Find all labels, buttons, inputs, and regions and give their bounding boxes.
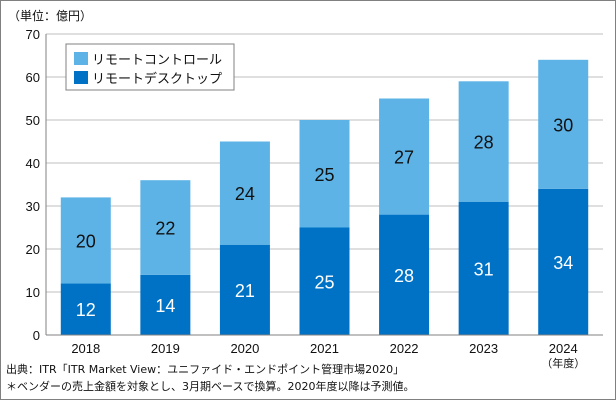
data-label: 30: [553, 115, 573, 135]
y-tick-label: 70: [26, 27, 40, 42]
bar-segment: [219, 244, 270, 335]
bar-segment: [379, 214, 430, 335]
footnote: ＊ベンダーの売上金額を対象とし、3月期ベースで換算。2020年度以降は予測値。: [6, 380, 415, 393]
bar-segment: [299, 120, 350, 228]
x-axis-unit-label: （年度）: [541, 356, 585, 370]
bar-segment: [458, 201, 509, 335]
data-label: 27: [394, 148, 414, 168]
bar-segment: [379, 98, 430, 215]
bar-segment: [219, 141, 270, 245]
y-tick-label: 60: [26, 70, 40, 85]
data-label: 25: [314, 165, 334, 185]
y-axis: 0 10 20 30 40 50 60 70: [26, 27, 603, 343]
bar-segment: [140, 180, 191, 275]
bar-segment: [60, 197, 111, 284]
x-tick-label: 2018: [71, 341, 100, 356]
y-tick-label: 0: [33, 328, 40, 343]
bars: 12 20 14 22 21 24 25 25 28 27 31 28 34 30: [60, 59, 589, 335]
data-label: 25: [314, 272, 334, 292]
x-tick-label: 2023: [469, 341, 498, 356]
legend-label: リモートデスクトップ: [92, 71, 222, 86]
data-label: 22: [155, 219, 175, 239]
x-axis: 2018 2019 2020 2021 2022 2023 2024（年度）: [71, 341, 585, 370]
data-label: 14: [155, 296, 175, 316]
x-tick-label: 2020: [230, 341, 259, 356]
data-label: 12: [76, 300, 96, 320]
data-label: 28: [474, 133, 494, 153]
x-tick-label: 2019: [151, 341, 180, 356]
data-label: 21: [235, 281, 255, 301]
legend-swatch: [74, 71, 88, 84]
legend-swatch: [74, 52, 88, 65]
bar-segment: [458, 81, 509, 202]
legend-box: [65, 43, 235, 91]
y-tick-label: 10: [26, 285, 40, 300]
data-label: 28: [394, 266, 414, 286]
bar-segment: [299, 227, 350, 335]
y-tick-label: 20: [26, 242, 40, 257]
x-tick-label: 2022: [390, 341, 419, 356]
data-label: 24: [235, 184, 255, 204]
legend-label: リモートコントロール: [92, 52, 222, 67]
bar-segment: [140, 274, 191, 335]
y-tick-label: 40: [26, 156, 40, 171]
x-tick-label: 2024: [549, 341, 578, 356]
bar-segment: [538, 59, 589, 189]
bar-segment: [60, 283, 111, 335]
x-tick-label: 2021: [310, 341, 339, 356]
data-label: 20: [76, 231, 96, 251]
unit-label: （単位：億円）: [8, 8, 92, 23]
y-tick-label: 50: [26, 113, 40, 128]
bar-segment: [538, 188, 589, 335]
data-label: 34: [553, 253, 573, 273]
y-tick-label: 30: [26, 199, 40, 214]
source-note: 出典：ITR「ITR Market View：ユニファイド・エンドポイント管理市…: [6, 363, 405, 376]
data-label: 31: [474, 259, 494, 279]
